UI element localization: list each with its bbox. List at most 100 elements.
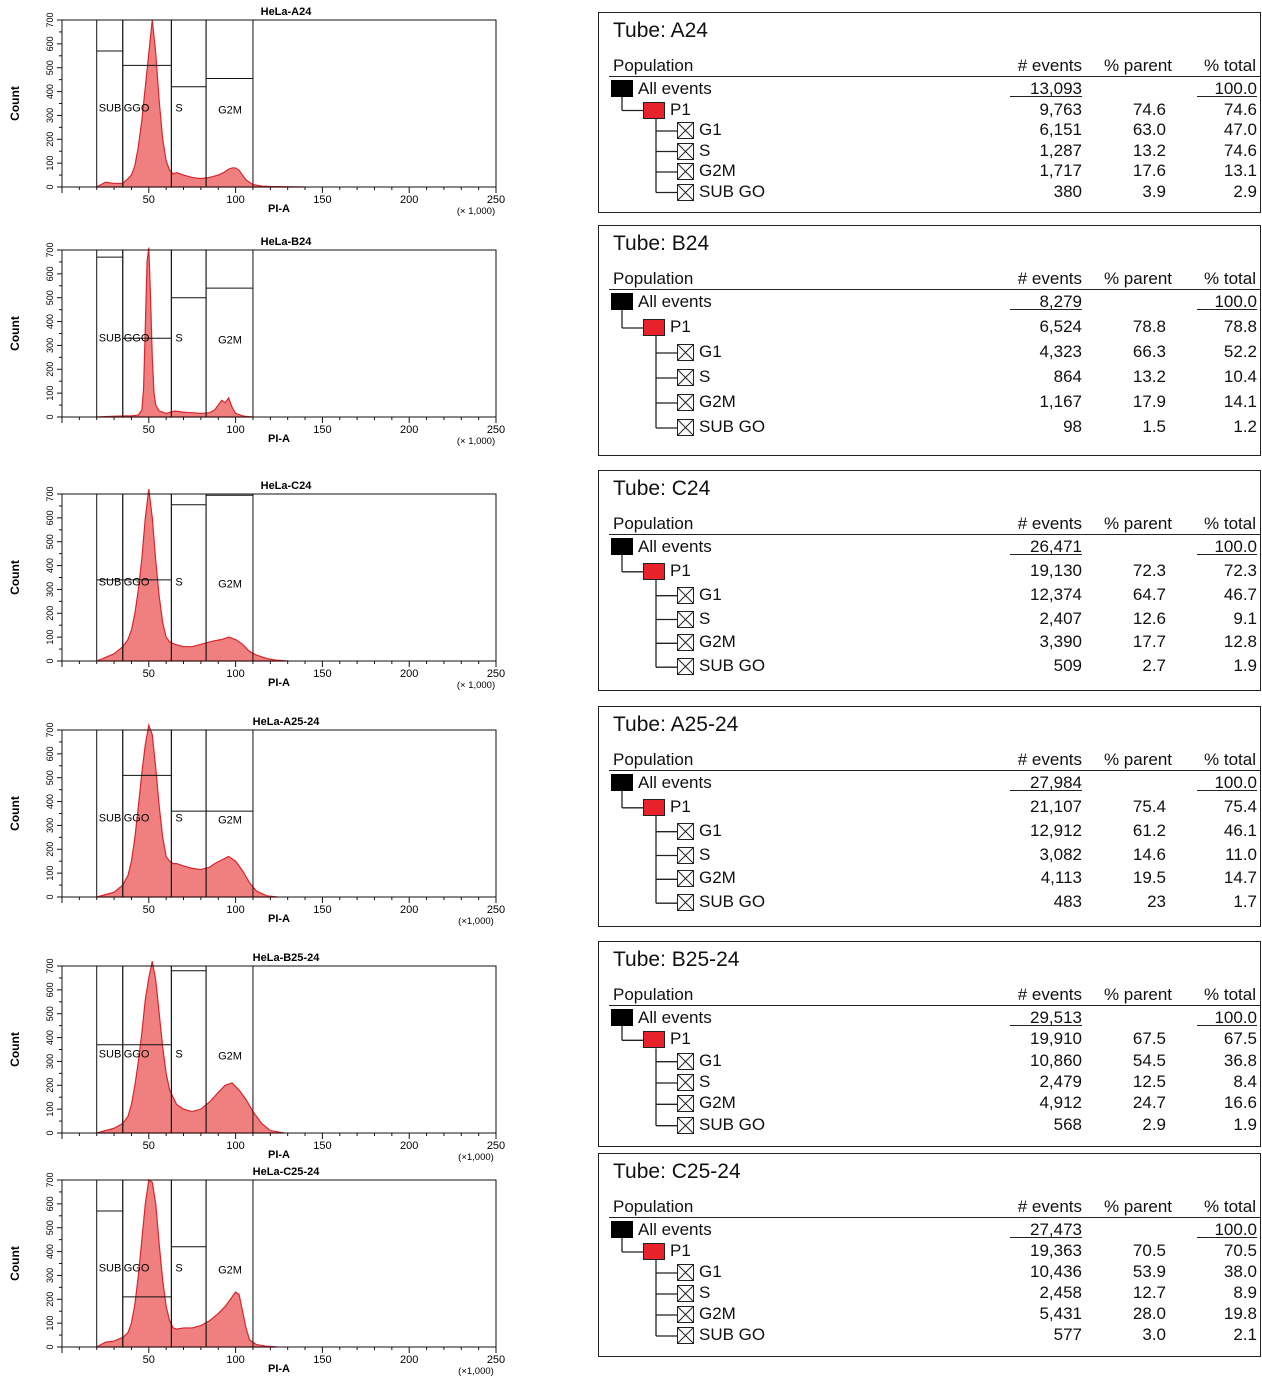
y-tick-label: 300	[45, 108, 55, 123]
event-count: 483	[1053, 892, 1082, 912]
population-name: G2M	[699, 632, 736, 652]
all-events-swatch	[611, 80, 633, 97]
population-table-panel: Tube: A25-24 Population # events % parent % …	[598, 706, 1261, 927]
population-row: S 3,082 14.6 11.0	[599, 845, 1260, 864]
gate-label-g2m: G2M	[218, 579, 242, 591]
event-count: 8,279	[1039, 292, 1082, 311]
x-tick-label: 50	[143, 194, 155, 206]
event-count: 27,984	[1030, 773, 1082, 792]
plot-frame	[61, 965, 497, 1134]
gate-label-g2m: G2M	[218, 1265, 242, 1277]
x-tick-label: 150	[313, 1354, 331, 1366]
gate-crossbox-icon	[677, 344, 694, 361]
percent-parent: 3.9	[1142, 181, 1166, 201]
percent-total: 70.5	[1223, 1241, 1257, 1260]
y-tick-label: 200	[45, 362, 55, 377]
gate-crossbox-icon	[677, 846, 694, 864]
header-divider	[609, 76, 1260, 77]
percent-total: 14.7	[1223, 868, 1257, 888]
header-divider	[609, 1005, 1260, 1006]
header-parent: % parent	[1103, 985, 1172, 1004]
y-tick-label: 200	[45, 132, 55, 147]
population-name: P1	[670, 1029, 691, 1049]
histogram-svg: HeLa-A25-24 0 100 200 300 400 500 600 700 Count 50…	[8, 716, 505, 927]
y-tick-label: 500	[45, 770, 55, 785]
event-count: 1,287	[1039, 140, 1082, 160]
chart-title: HeLa-A25-24	[253, 716, 321, 728]
y-tick-label: 0	[45, 1130, 55, 1135]
tube-label: Tube: B24	[613, 232, 710, 255]
histogram-area	[96, 247, 254, 418]
event-count: 12,912	[1030, 820, 1082, 840]
gate-label-sub: SUB	[99, 333, 122, 345]
event-count: 26,471	[1030, 537, 1082, 556]
population-name: P1	[670, 560, 691, 580]
header-events: # events	[1017, 56, 1082, 75]
header-population: Population	[613, 269, 694, 288]
header-population: Population	[613, 985, 694, 1004]
population-table-panel: Tube: B24 Population # events % parent % tot…	[598, 225, 1261, 456]
header-total: % total	[1204, 269, 1256, 288]
population-row: SUB GO 577 3.0 2.1	[599, 1325, 1260, 1344]
event-count: 6,524	[1039, 317, 1082, 336]
gate-g2m	[205, 19, 254, 188]
population-name: All events	[638, 1008, 712, 1027]
gate-crossbox-icon	[677, 1327, 694, 1344]
x-tick-label: 250	[487, 668, 505, 680]
all-events-swatch	[611, 538, 633, 555]
percent-parent: 64.7	[1132, 584, 1166, 604]
p1-swatch	[643, 1243, 665, 1260]
population-row: P1 6,524 78.8 78.8	[599, 317, 1260, 336]
population-name: G1	[699, 584, 722, 604]
gate-label-s: S	[175, 333, 182, 345]
population-row: P1 19,363 70.5 70.5	[599, 1241, 1260, 1260]
percent-parent: 12.7	[1132, 1283, 1166, 1302]
gate-label-g1: GGO	[124, 577, 150, 589]
y-axis-label: Count	[8, 1246, 22, 1281]
header-events: # events	[1017, 269, 1082, 288]
population-row: SUB GO 568 2.9 1.9	[599, 1115, 1260, 1134]
population-name: G2M	[699, 392, 736, 411]
gate-crossbox-icon	[677, 658, 694, 676]
percent-total: 100.0	[1214, 1008, 1257, 1027]
x-tick-label: 100	[226, 424, 244, 436]
x-axis-unit: (×1,000)	[458, 1366, 494, 1377]
population-table-panel: Tube: C24 Population # events % parent % tot…	[598, 470, 1261, 691]
percent-total: 14.1	[1223, 392, 1257, 411]
percent-total: 16.6	[1223, 1093, 1257, 1113]
x-tick-label: 250	[487, 424, 505, 436]
percent-total: 1.9	[1233, 1114, 1257, 1134]
y-axis-label: Count	[8, 560, 22, 595]
y-tick-label: 700	[45, 486, 55, 501]
gate-crossbox-icon	[677, 634, 694, 652]
gate-crossbox-icon	[677, 870, 694, 888]
x-tick-label: 200	[400, 194, 418, 206]
x-axis-unit: (× 1,000)	[457, 436, 495, 447]
chart-title: HeLa-C24	[261, 480, 313, 492]
y-tick-label: 300	[45, 582, 55, 597]
percent-total: 38.0	[1223, 1262, 1257, 1281]
population-row: G1 12,374 64.7 46.7	[599, 585, 1260, 604]
percent-parent: 2.7	[1142, 656, 1166, 676]
population-name: P1	[670, 1241, 691, 1260]
event-count: 4,912	[1039, 1093, 1082, 1113]
x-tick-label: 50	[143, 1140, 155, 1152]
y-tick-label: 500	[45, 1220, 55, 1235]
y-tick-label: 100	[45, 1316, 55, 1331]
percent-total: 100.0	[1214, 537, 1257, 556]
events-total-rule	[1010, 309, 1082, 310]
y-tick-label: 400	[45, 794, 55, 809]
x-axis-label: PI-A	[268, 677, 290, 689]
gate-label-sub: SUB	[99, 577, 122, 589]
event-count: 2,458	[1039, 1283, 1082, 1302]
y-axis-label: Count	[8, 796, 22, 831]
percent-total: 67.5	[1223, 1029, 1257, 1049]
population-row: All events 29,513 100.0	[599, 1008, 1260, 1027]
gate-label-sub: SUB	[99, 103, 122, 115]
all-events-swatch	[611, 1009, 633, 1026]
population-row: G2M 4,113 19.5 14.7	[599, 868, 1260, 888]
gate-crossbox-icon	[677, 419, 694, 436]
percent-total: 78.8	[1223, 317, 1257, 336]
percent-total-rule	[1197, 309, 1257, 310]
gate-g2m	[205, 493, 254, 662]
